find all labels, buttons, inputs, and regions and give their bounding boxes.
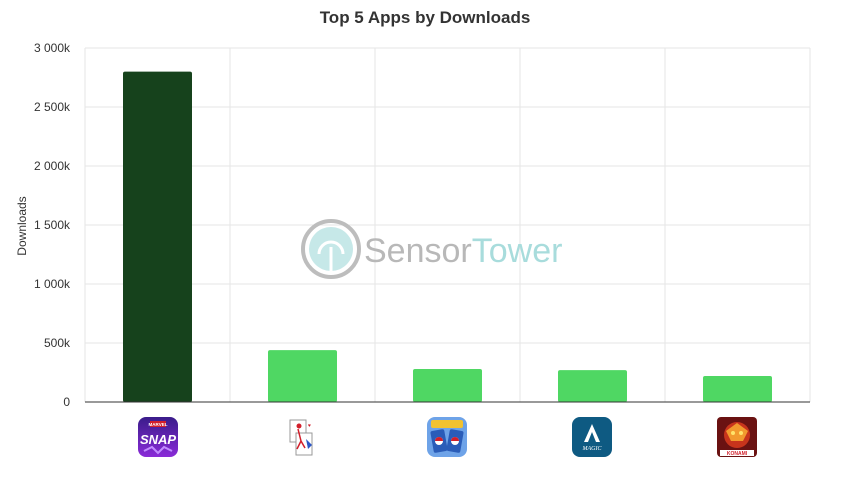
grid-lines	[84, 47, 811, 403]
y-tick-label-5: 2 500k	[34, 100, 71, 114]
svg-text:♥: ♥	[308, 423, 311, 429]
y-tick-label-0: 0	[63, 395, 70, 409]
bar-magic-icon[interactable]	[558, 370, 627, 402]
x-axis-icons: MARVEL SNAP ♥ M	[138, 417, 757, 457]
bar-solitaire-icon[interactable]	[268, 350, 337, 402]
watermark-text-sensor: Sensor	[364, 232, 472, 270]
y-tick-label-1: 500k	[44, 336, 71, 350]
magic-icon: MAGIC	[572, 417, 612, 457]
y-tick-label-4: 2 000k	[34, 159, 71, 173]
solitaire-icon: ♥	[282, 417, 322, 457]
bar-marvel-snap-icon[interactable]	[123, 71, 192, 402]
svg-text:KONAMI: KONAMI	[727, 451, 748, 457]
svg-text:MARVEL: MARVEL	[149, 422, 168, 427]
svg-text:SNAP: SNAP	[140, 432, 176, 447]
sensortower-watermark: SensorTower	[301, 219, 562, 279]
pokemon-tcg-icon	[427, 417, 467, 457]
yugioh-konami-icon: KONAMI	[717, 417, 757, 457]
bars	[123, 71, 772, 402]
y-tick-label-3: 1 500k	[34, 218, 71, 232]
marvel-snap-icon: MARVEL SNAP	[138, 417, 178, 457]
y-tick-label-6: 3 000k	[34, 41, 71, 55]
y-tick-label-2: 1 000k	[34, 277, 71, 291]
bar-yugioh-konami-icon[interactable]	[703, 376, 772, 402]
y-axis: 0 500k 1 000k 1 500k 2 000k 2 500k 3 000k	[34, 41, 71, 409]
svg-text:SensorTower: SensorTower	[364, 232, 562, 270]
watermark-text-tower: Tower	[472, 232, 563, 270]
chart-title: Top 5 Apps by Downloads	[319, 8, 531, 27]
svg-text:MAGIC: MAGIC	[582, 446, 603, 452]
y-axis-label: Downloads	[15, 196, 29, 255]
bar-pokemon-tcg-icon[interactable]	[413, 368, 482, 402]
